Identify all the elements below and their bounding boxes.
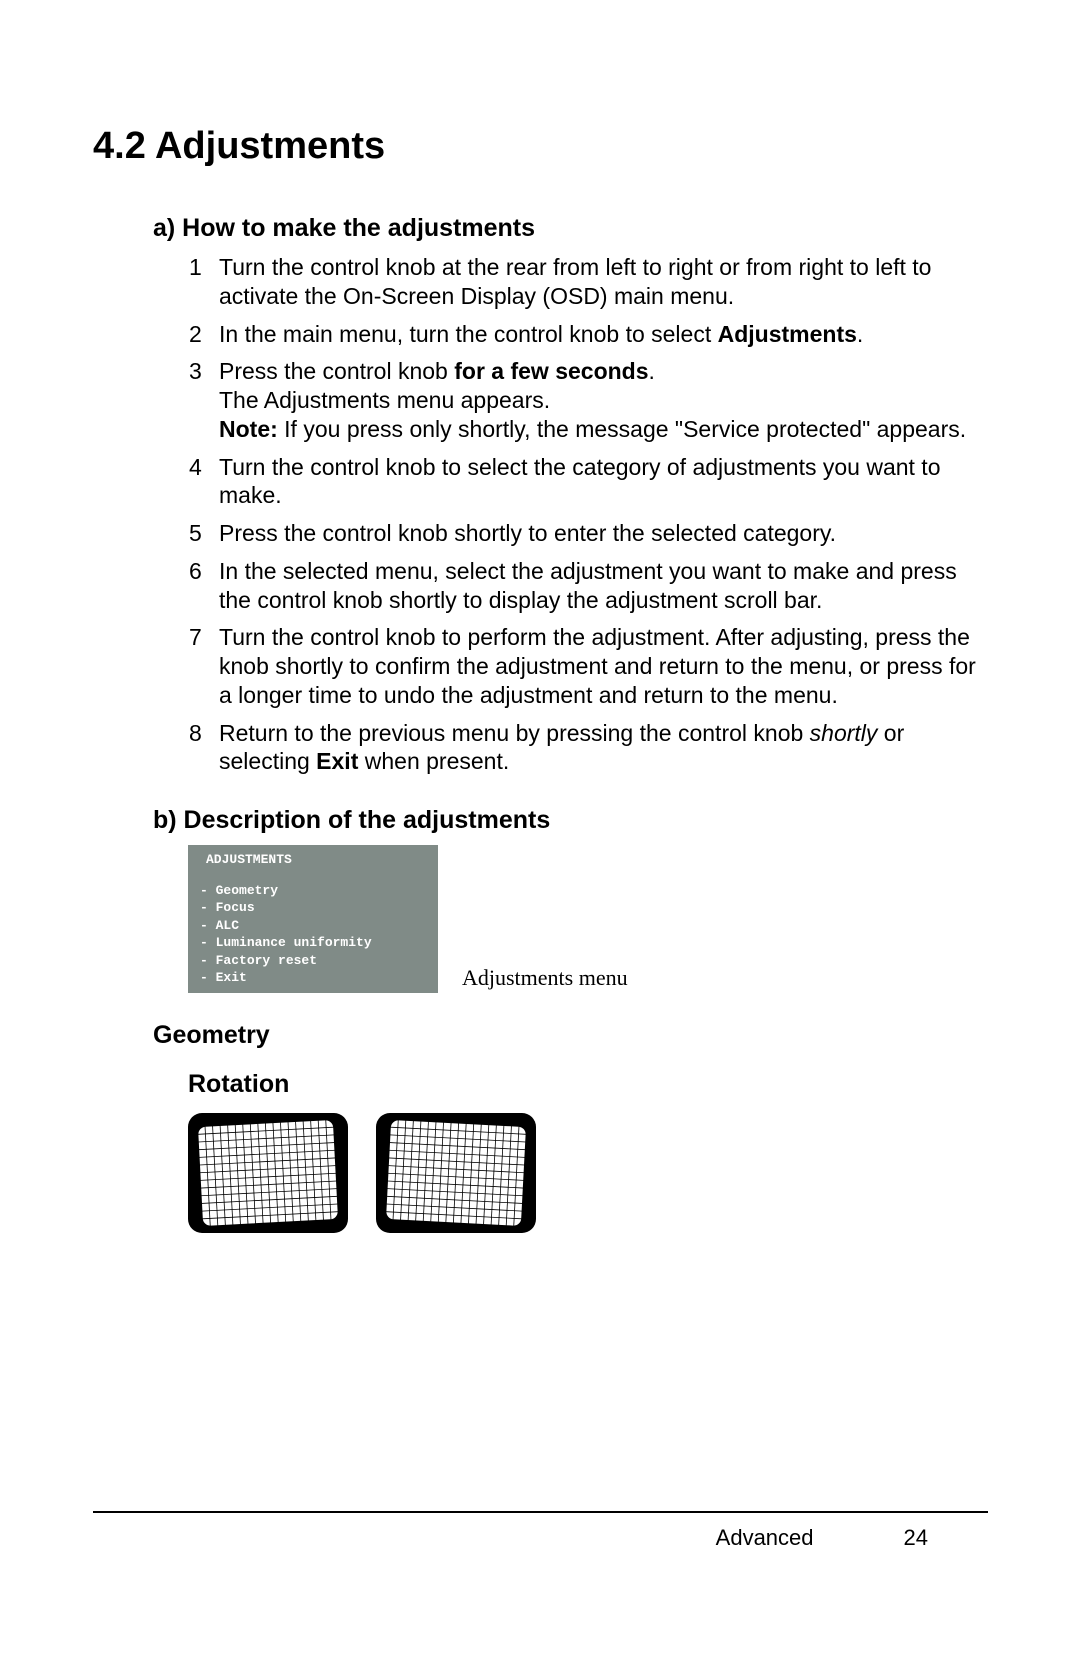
step-item: 4Turn the control knob to select the cat… [189,453,988,511]
osd-adjustments-menu: ADJUSTMENTS GeometryFocusALCLuminance un… [188,845,438,993]
step-text: In the main menu, turn the control knob … [219,320,988,349]
osd-menu-item: Luminance uniformity [200,934,426,952]
step-number: 4 [189,453,219,511]
step-number: 1 [189,253,219,311]
geometry-heading: Geometry [153,1021,988,1050]
osd-menu-item: Focus [200,899,426,917]
page-content: 4.2 Adjustments a) How to make the adjus… [93,125,988,1233]
step-number: 2 [189,320,219,349]
rotation-grid-right-icon [376,1113,536,1233]
step-number: 8 [189,719,219,777]
step-item: 8Return to the previous menu by pressing… [189,719,988,777]
rotation-diagram-right [376,1113,536,1233]
subsection-a-heading: a) How to make the adjustments [153,214,988,243]
step-text: Turn the control knob to perform the adj… [219,623,988,709]
osd-menu-title: ADJUSTMENTS [188,845,438,876]
step-number: 5 [189,519,219,548]
footer-page-number: 24 [904,1525,928,1551]
step-item: 3Press the control knob for a few second… [189,357,988,443]
step-number: 3 [189,357,219,443]
osd-menu-item: ALC [200,917,426,935]
step-item: 1Turn the control knob at the rear from … [189,253,988,311]
osd-menu-item: Exit [200,969,426,987]
step-item: 7Turn the control knob to perform the ad… [189,623,988,709]
section-number: 4.2 [93,125,146,167]
step-text: Turn the control knob at the rear from l… [219,253,988,311]
step-item: 5Press the control knob shortly to enter… [189,519,988,548]
section-title: 4.2 Adjustments [93,125,988,168]
rotation-heading: Rotation [188,1070,988,1099]
section-name: Adjustments [155,125,385,167]
step-text: Press the control knob for a few seconds… [219,357,988,443]
footer-label: Advanced [716,1525,814,1551]
step-number: 6 [189,557,219,615]
step-text: In the selected menu, select the adjustm… [219,557,988,615]
menu-caption: Adjustments menu [462,965,628,993]
osd-menu-item: Factory reset [200,952,426,970]
step-text: Turn the control knob to select the cate… [219,453,988,511]
rotation-diagram-left [188,1113,348,1233]
rotation-diagrams [188,1113,988,1233]
subsection-b-heading: b) Description of the adjustments [153,806,988,835]
page-footer: Advanced 24 [93,1511,988,1551]
rotation-grid-left-icon [188,1113,348,1233]
step-text: Return to the previous menu by pressing … [219,719,988,777]
osd-menu-items: GeometryFocusALCLuminance uniformityFact… [188,876,438,993]
step-number: 7 [189,623,219,709]
step-item: 2In the main menu, turn the control knob… [189,320,988,349]
steps-list: 1Turn the control knob at the rear from … [189,253,988,776]
menu-row: ADJUSTMENTS GeometryFocusALCLuminance un… [188,845,988,993]
step-text: Press the control knob shortly to enter … [219,519,988,548]
step-item: 6In the selected menu, select the adjust… [189,557,988,615]
osd-menu-item: Geometry [200,882,426,900]
